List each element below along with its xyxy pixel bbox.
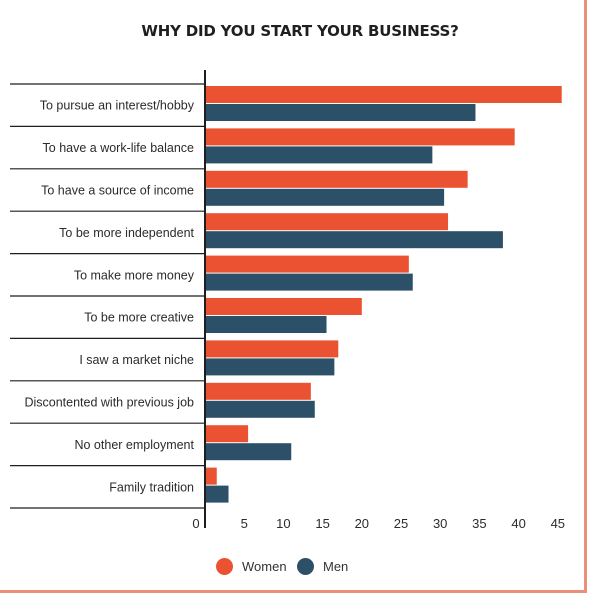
- bar-women-i-saw-a-market-niche: [205, 340, 339, 358]
- bar-men-to-pursue-an-interest-hobby: [205, 104, 476, 121]
- bar-women-no-other-employment: [205, 425, 249, 443]
- bar-men-to-have-a-source-of-income: [205, 188, 445, 206]
- x-tick-label-25: 25: [394, 516, 408, 531]
- bar-women-discontented-with-previous-job: [205, 382, 311, 400]
- legend-item-men: Men: [297, 558, 348, 575]
- bar-women-to-be-more-independent: [205, 213, 449, 231]
- legend-swatch-men: [297, 558, 314, 575]
- bar-women-to-pursue-an-interest-hobby: [205, 86, 562, 103]
- bar-women-to-be-more-creative: [205, 298, 362, 315]
- x-tick-label-5: 5: [241, 516, 248, 531]
- bar-men-family-tradition: [205, 485, 229, 503]
- bar-men-to-be-more-creative: [205, 316, 327, 333]
- bar-men-discontented-with-previous-job: [205, 400, 315, 418]
- bar-men-to-be-more-independent: [205, 231, 503, 249]
- category-label-to-have-a-source-of-income: To have a source of income: [41, 184, 194, 198]
- x-tick-label-35: 35: [472, 516, 486, 531]
- x-tick-label-20: 20: [355, 516, 369, 531]
- category-label-to-pursue-an-interest-hobby: To pursue an interest/hobby: [40, 99, 195, 113]
- bar-men-to-make-more-money: [205, 273, 413, 291]
- legend-swatch-women: [216, 558, 233, 575]
- x-tick-label-10: 10: [276, 516, 290, 531]
- x-tick-label-15: 15: [315, 516, 329, 531]
- x-tick-label-0: 0: [192, 516, 199, 531]
- bar-men-no-other-employment: [205, 443, 292, 461]
- chart-legend: Women Men: [0, 558, 589, 578]
- category-label-i-saw-a-market-niche: I saw a market niche: [79, 353, 194, 367]
- legend-label-men: Men: [323, 559, 349, 574]
- x-tick-label-45: 45: [551, 516, 565, 531]
- category-label-to-make-more-money: To make more money: [74, 268, 195, 282]
- category-label-family-tradition: Family tradition: [109, 480, 194, 494]
- bar-men-i-saw-a-market-niche: [205, 358, 335, 376]
- bar-women-to-have-a-source-of-income: [205, 170, 468, 188]
- category-label-discontented-with-previous-job: Discontented with previous job: [24, 396, 194, 410]
- category-label-to-be-more-independent: To be more independent: [59, 226, 194, 240]
- bar-chart: To pursue an interest/hobby To have a wor…: [10, 70, 565, 531]
- bar-women-to-have-a-work-life-balance: [205, 128, 515, 146]
- x-tick-label-30: 30: [433, 516, 447, 531]
- bar-men-to-have-a-work-life-balance: [205, 146, 433, 164]
- legend-label-women: Women: [242, 559, 287, 574]
- category-label-to-be-more-creative: To be more creative: [84, 311, 194, 325]
- x-tick-label-40: 40: [511, 516, 525, 531]
- legend-item-women: Women: [216, 558, 287, 575]
- bar-women-family-tradition: [205, 467, 217, 485]
- bar-women-to-make-more-money: [205, 255, 409, 273]
- category-label-to-have-a-work-life-balance: To have a work-life balance: [43, 141, 195, 155]
- chart-title: WHY DID YOU START YOUR BUSINESS?: [141, 22, 459, 40]
- category-label-no-other-employment: No other employment: [74, 438, 194, 452]
